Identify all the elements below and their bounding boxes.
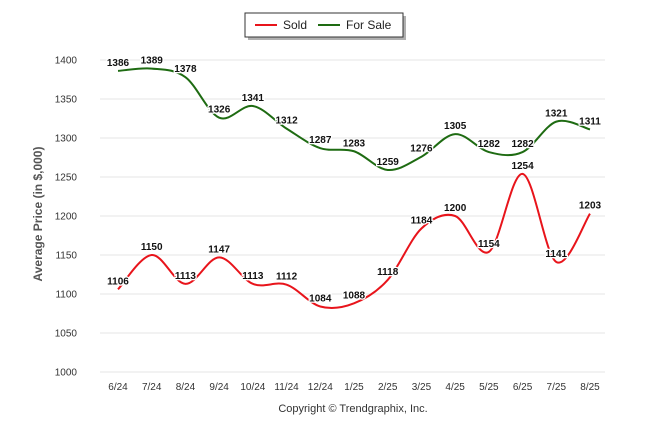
data-label-sold: 1141 bbox=[545, 249, 567, 260]
legend: Sold For Sale bbox=[244, 12, 406, 40]
y-tick-label: 1200 bbox=[55, 212, 78, 223]
x-tick-label: 6/25 bbox=[513, 382, 533, 393]
data-label-sold: 1113 bbox=[242, 271, 264, 282]
data-label-for-sale: 1259 bbox=[377, 157, 400, 168]
data-label-for-sale: 1312 bbox=[275, 116, 298, 127]
x-tick-label: 8/24 bbox=[176, 382, 196, 393]
data-label-sold: 1254 bbox=[511, 161, 534, 172]
x-tick-label: 1/25 bbox=[344, 382, 364, 393]
y-tick-label: 1000 bbox=[55, 368, 78, 379]
x-tick-label: 2/25 bbox=[378, 382, 398, 393]
y-tick-label: 1350 bbox=[55, 95, 78, 106]
series-lines bbox=[117, 67, 591, 310]
x-tick-label: 3/25 bbox=[412, 382, 432, 393]
y-tick-label: 1150 bbox=[55, 251, 77, 262]
x-tick-label: 10/24 bbox=[240, 382, 265, 393]
data-label-for-sale: 1282 bbox=[478, 139, 501, 150]
data-label-for-sale: 1326 bbox=[208, 105, 231, 116]
data-label-for-sale: 1389 bbox=[141, 56, 164, 67]
x-tick-label: 12/24 bbox=[308, 382, 333, 393]
data-label-sold: 1200 bbox=[444, 203, 467, 214]
x-tick-label: 5/25 bbox=[479, 382, 499, 393]
data-label-for-sale: 1276 bbox=[410, 144, 433, 155]
data-label-for-sale: 1283 bbox=[343, 138, 366, 149]
x-tick-label: 7/24 bbox=[142, 382, 162, 393]
series-line-for-sale bbox=[117, 67, 591, 171]
data-labels: 1106 1150 1113 1147 1113 1112 1084 1088 1118 1184… bbox=[106, 54, 603, 305]
data-label-for-sale: 1321 bbox=[545, 109, 568, 120]
y-tick-label: 1100 bbox=[55, 290, 77, 301]
y-tick-label: 1050 bbox=[55, 329, 78, 340]
copyright-text: Copyright © Trendgraphix, Inc. bbox=[278, 403, 427, 415]
data-label-for-sale: 1305 bbox=[444, 121, 467, 132]
legend-forsale-label: For Sale bbox=[346, 18, 392, 32]
legend-sold-label: Sold bbox=[283, 18, 307, 32]
data-label-sold: 1147 bbox=[208, 244, 230, 255]
data-label-for-sale: 1287 bbox=[309, 135, 332, 146]
data-label-for-sale: 1378 bbox=[174, 64, 197, 75]
data-label-sold: 1088 bbox=[343, 290, 366, 301]
x-axis-ticks: 6/24 7/24 8/24 9/24 10/24 11/24 12/24 1/25 2/25 3… bbox=[108, 382, 600, 393]
y-tick-label: 1400 bbox=[55, 56, 78, 67]
x-tick-label: 8/25 bbox=[580, 382, 600, 393]
data-label-sold: 1084 bbox=[309, 293, 332, 304]
y-tick-label: 1250 bbox=[55, 173, 78, 184]
data-label-sold: 1118 bbox=[377, 267, 399, 278]
data-label-for-sale: 1386 bbox=[107, 58, 130, 69]
data-label-sold: 1106 bbox=[107, 276, 129, 287]
series-line-sold bbox=[117, 172, 591, 310]
x-tick-label: 9/24 bbox=[209, 382, 229, 393]
y-tick-label: 1300 bbox=[55, 134, 78, 145]
x-tick-label: 7/25 bbox=[547, 382, 567, 393]
x-tick-label: 11/24 bbox=[274, 382, 299, 393]
data-label-sold: 1184 bbox=[411, 215, 433, 226]
data-label-sold: 1113 bbox=[175, 271, 197, 282]
data-label-for-sale: 1282 bbox=[511, 139, 534, 150]
data-label-sold: 1203 bbox=[579, 201, 602, 212]
data-label-for-sale: 1311 bbox=[579, 116, 601, 127]
y-axis-ticks: 1000 1050 1100 1150 1200 1250 1300 1350 1400 bbox=[55, 56, 78, 379]
gridlines bbox=[100, 59, 605, 373]
data-label-sold: 1112 bbox=[276, 272, 298, 283]
x-tick-label: 4/25 bbox=[445, 382, 465, 393]
x-tick-label: 6/24 bbox=[108, 382, 128, 393]
data-label-for-sale: 1341 bbox=[242, 93, 265, 104]
data-label-sold: 1150 bbox=[141, 242, 163, 253]
data-label-sold: 1154 bbox=[478, 239, 500, 250]
y-axis-title: Average Price (in $,000) bbox=[31, 147, 45, 282]
